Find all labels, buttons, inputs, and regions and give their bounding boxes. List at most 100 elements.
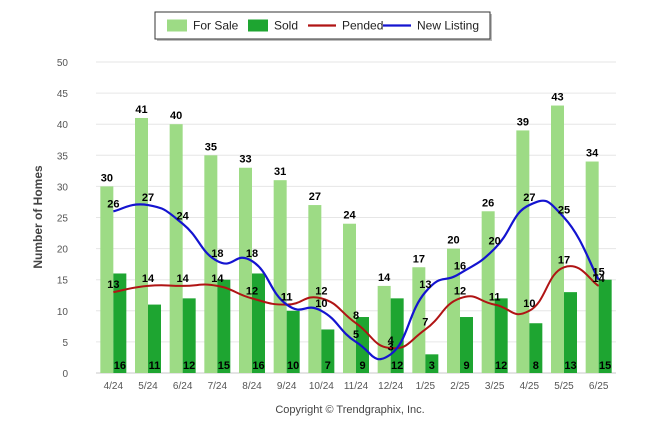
label-pended: 11 xyxy=(281,292,293,304)
label-pended: 17 xyxy=(558,254,570,266)
y-tick-label: 20 xyxy=(57,245,69,256)
y-tick-label: 40 xyxy=(57,120,69,131)
label-sold: 12 xyxy=(495,360,507,372)
label-for-sale: 34 xyxy=(586,148,599,160)
bar-for-sale xyxy=(412,267,426,373)
x-tick-label: 4/24 xyxy=(104,381,124,392)
y-tick-label: 30 xyxy=(57,182,69,193)
bar-sold xyxy=(148,304,161,373)
label-pended: 14 xyxy=(593,273,606,285)
x-tick-label: 4/25 xyxy=(520,381,540,392)
bar-sold xyxy=(113,273,127,373)
label-pended: 13 xyxy=(107,279,119,291)
label-pended: 7 xyxy=(422,316,428,328)
y-tick-label: 35 xyxy=(57,151,69,162)
legend-item-sold-label: Sold xyxy=(274,19,298,33)
bar-sold xyxy=(529,323,543,373)
bar-sold xyxy=(390,298,404,373)
label-new-listing: 10 xyxy=(315,298,327,310)
label-sold: 9 xyxy=(359,360,365,372)
legend-item-sold-swatch xyxy=(248,19,268,32)
x-tick-label: 6/24 xyxy=(173,381,193,392)
label-new-listing: 27 xyxy=(142,192,154,204)
bar-for-sale xyxy=(100,186,114,373)
label-new-listing: 13 xyxy=(419,279,431,291)
bar-sold xyxy=(564,292,577,373)
label-for-sale: 20 xyxy=(447,235,459,247)
label-sold: 11 xyxy=(149,360,161,372)
bar-for-sale xyxy=(169,124,183,373)
label-for-sale: 43 xyxy=(551,92,563,104)
line-new-listing xyxy=(113,199,600,361)
label-for-sale: 17 xyxy=(413,253,425,265)
bar-sold xyxy=(425,354,439,373)
legend-item-for-sale-swatch xyxy=(167,19,187,32)
line-pended xyxy=(113,265,600,350)
label-new-listing: 18 xyxy=(246,248,258,260)
label-sold: 3 xyxy=(429,360,435,372)
label-for-sale: 33 xyxy=(239,154,251,166)
bar-for-sale xyxy=(516,130,530,373)
bar-for-sale xyxy=(239,167,252,373)
label-for-sale: 41 xyxy=(135,104,147,116)
label-for-sale: 39 xyxy=(517,116,529,128)
label-for-sale: 30 xyxy=(101,172,113,184)
bar-for-sale xyxy=(308,205,322,373)
label-new-listing: 27 xyxy=(523,192,535,204)
label-pended: 4 xyxy=(388,335,395,347)
label-pended: 14 xyxy=(142,273,155,285)
legend-item-new-listing-label: New Listing xyxy=(417,19,479,33)
label-new-listing: 3 xyxy=(388,341,394,353)
x-tick-label: 6/25 xyxy=(589,381,609,392)
label-sold: 12 xyxy=(183,360,195,372)
label-pended: 8 xyxy=(353,310,359,322)
data-labels: 3016261341112714401224143515181433161812… xyxy=(101,92,612,372)
label-sold: 16 xyxy=(252,360,264,372)
y-tick-label: 50 xyxy=(57,58,69,69)
bar-series xyxy=(100,105,612,373)
bar-for-sale xyxy=(273,180,287,373)
bar-sold xyxy=(182,298,196,373)
label-for-sale: 27 xyxy=(309,191,321,203)
x-axis-ticks: 4/24 5/24 6/24 7/24 8/24 9/24 10/24 11/24 12/24 1… xyxy=(104,381,609,392)
label-pended: 12 xyxy=(315,285,327,297)
y-tick-label: 10 xyxy=(57,307,69,318)
bar-for-sale xyxy=(343,223,356,373)
y-tick-label: 5 xyxy=(62,338,68,349)
bar-sold xyxy=(598,279,612,373)
label-new-listing: 25 xyxy=(558,205,570,217)
label-for-sale: 35 xyxy=(205,141,217,153)
x-tick-label: 10/24 xyxy=(309,381,334,392)
label-sold: 13 xyxy=(564,360,576,372)
label-sold: 7 xyxy=(325,360,331,372)
bar-for-sale xyxy=(135,117,148,373)
y-axis-ticks: 0 5 10 15 20 25 30 35 40 45 50 xyxy=(57,58,69,380)
bar-for-sale xyxy=(377,285,391,373)
label-new-listing: 5 xyxy=(353,329,359,341)
bar-for-sale xyxy=(551,105,564,373)
label-sold: 9 xyxy=(463,360,469,372)
bar-for-sale xyxy=(447,248,460,373)
line-series xyxy=(113,199,600,361)
label-pended: 14 xyxy=(211,273,224,285)
legend: For Sale Sold Pended New Listing xyxy=(154,11,492,41)
label-sold: 8 xyxy=(533,360,539,372)
label-new-listing: 15 xyxy=(593,267,605,279)
label-pended: 12 xyxy=(246,285,258,297)
label-pended: 11 xyxy=(489,292,501,304)
bar-sold xyxy=(321,329,335,373)
label-new-listing: 24 xyxy=(177,211,190,223)
label-sold: 10 xyxy=(287,360,299,372)
x-tick-label: 8/24 xyxy=(242,381,262,392)
label-new-listing: 26 xyxy=(107,198,119,210)
y-tick-label: 15 xyxy=(57,276,69,287)
bar-sold xyxy=(460,317,473,373)
x-tick-label: 3/25 xyxy=(485,381,505,392)
y-tick-label: 25 xyxy=(57,214,69,225)
x-tick-label: 7/24 xyxy=(208,381,228,392)
label-pended: 10 xyxy=(523,298,535,310)
x-tick-label: 1/25 xyxy=(416,381,436,392)
label-for-sale: 24 xyxy=(343,210,356,222)
